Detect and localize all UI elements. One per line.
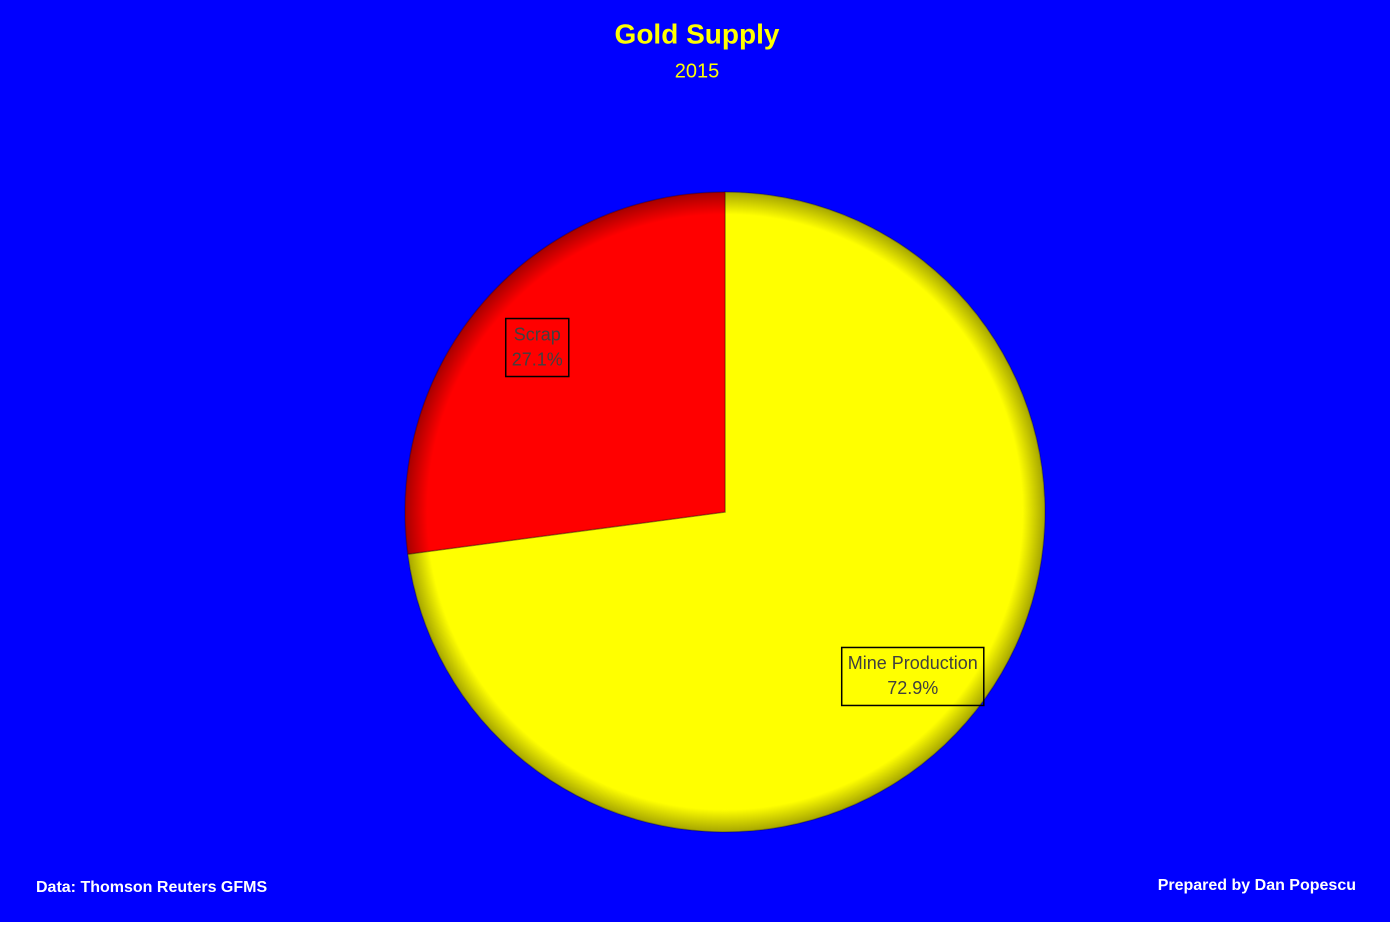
credit-note: Prepared by Dan Popescu <box>1158 877 1356 894</box>
chart-subtitle: 2015 <box>675 60 720 82</box>
pie: Mine Production 72.9% Scrap 27.1% <box>404 191 1046 833</box>
pie-bevel <box>405 192 1045 832</box>
source-note: Data: Thomson Reuters GFMS <box>36 879 267 896</box>
data-label-value: 27.1% <box>512 349 563 369</box>
data-label-name: Scrap <box>514 324 561 344</box>
data-label-box <box>840 646 985 707</box>
data-label-value: 72.9% <box>887 678 938 698</box>
data-label-box <box>504 317 570 378</box>
chart-title: Gold Supply <box>615 18 780 49</box>
data-label-name: Mine Production <box>848 653 978 673</box>
